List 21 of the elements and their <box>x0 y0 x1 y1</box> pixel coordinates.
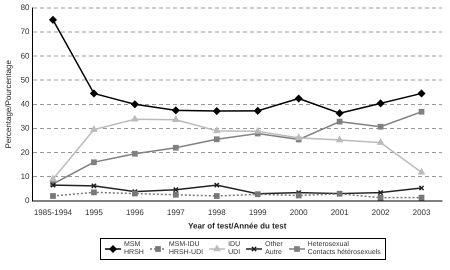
y-tick-label: 40 <box>20 100 30 109</box>
x-tick-label: 1996 <box>126 208 144 217</box>
y-tick-label: 30 <box>20 124 30 133</box>
y-tick-label: 0 <box>25 196 30 206</box>
x-tick-label: 1995 <box>85 208 104 217</box>
y-axis-title: Percentage/Pourcentage <box>4 60 14 149</box>
x-tick-label: 1998 <box>208 208 226 217</box>
x-tick-label: 2001 <box>330 208 350 217</box>
x-axis-title: Year of test/Année du test <box>188 221 287 230</box>
y-tick-label: 60 <box>20 51 30 60</box>
y-tick-label: 10 <box>20 172 30 181</box>
y-tick-label: 50 <box>20 75 30 84</box>
y-tick-label: 80 <box>20 3 30 12</box>
x-tick-label: 2002 <box>372 208 390 217</box>
x-tick-label: 1985-1994 <box>34 208 73 217</box>
x-tick-label: 2000 <box>290 208 308 217</box>
x-tick-label: 1997 <box>166 208 186 217</box>
y-tick-label: 20 <box>20 148 30 157</box>
x-tick-label: 1999 <box>248 208 268 217</box>
x-tick-label: 2003 <box>412 208 431 217</box>
y-tick-label: 70 <box>20 27 30 36</box>
